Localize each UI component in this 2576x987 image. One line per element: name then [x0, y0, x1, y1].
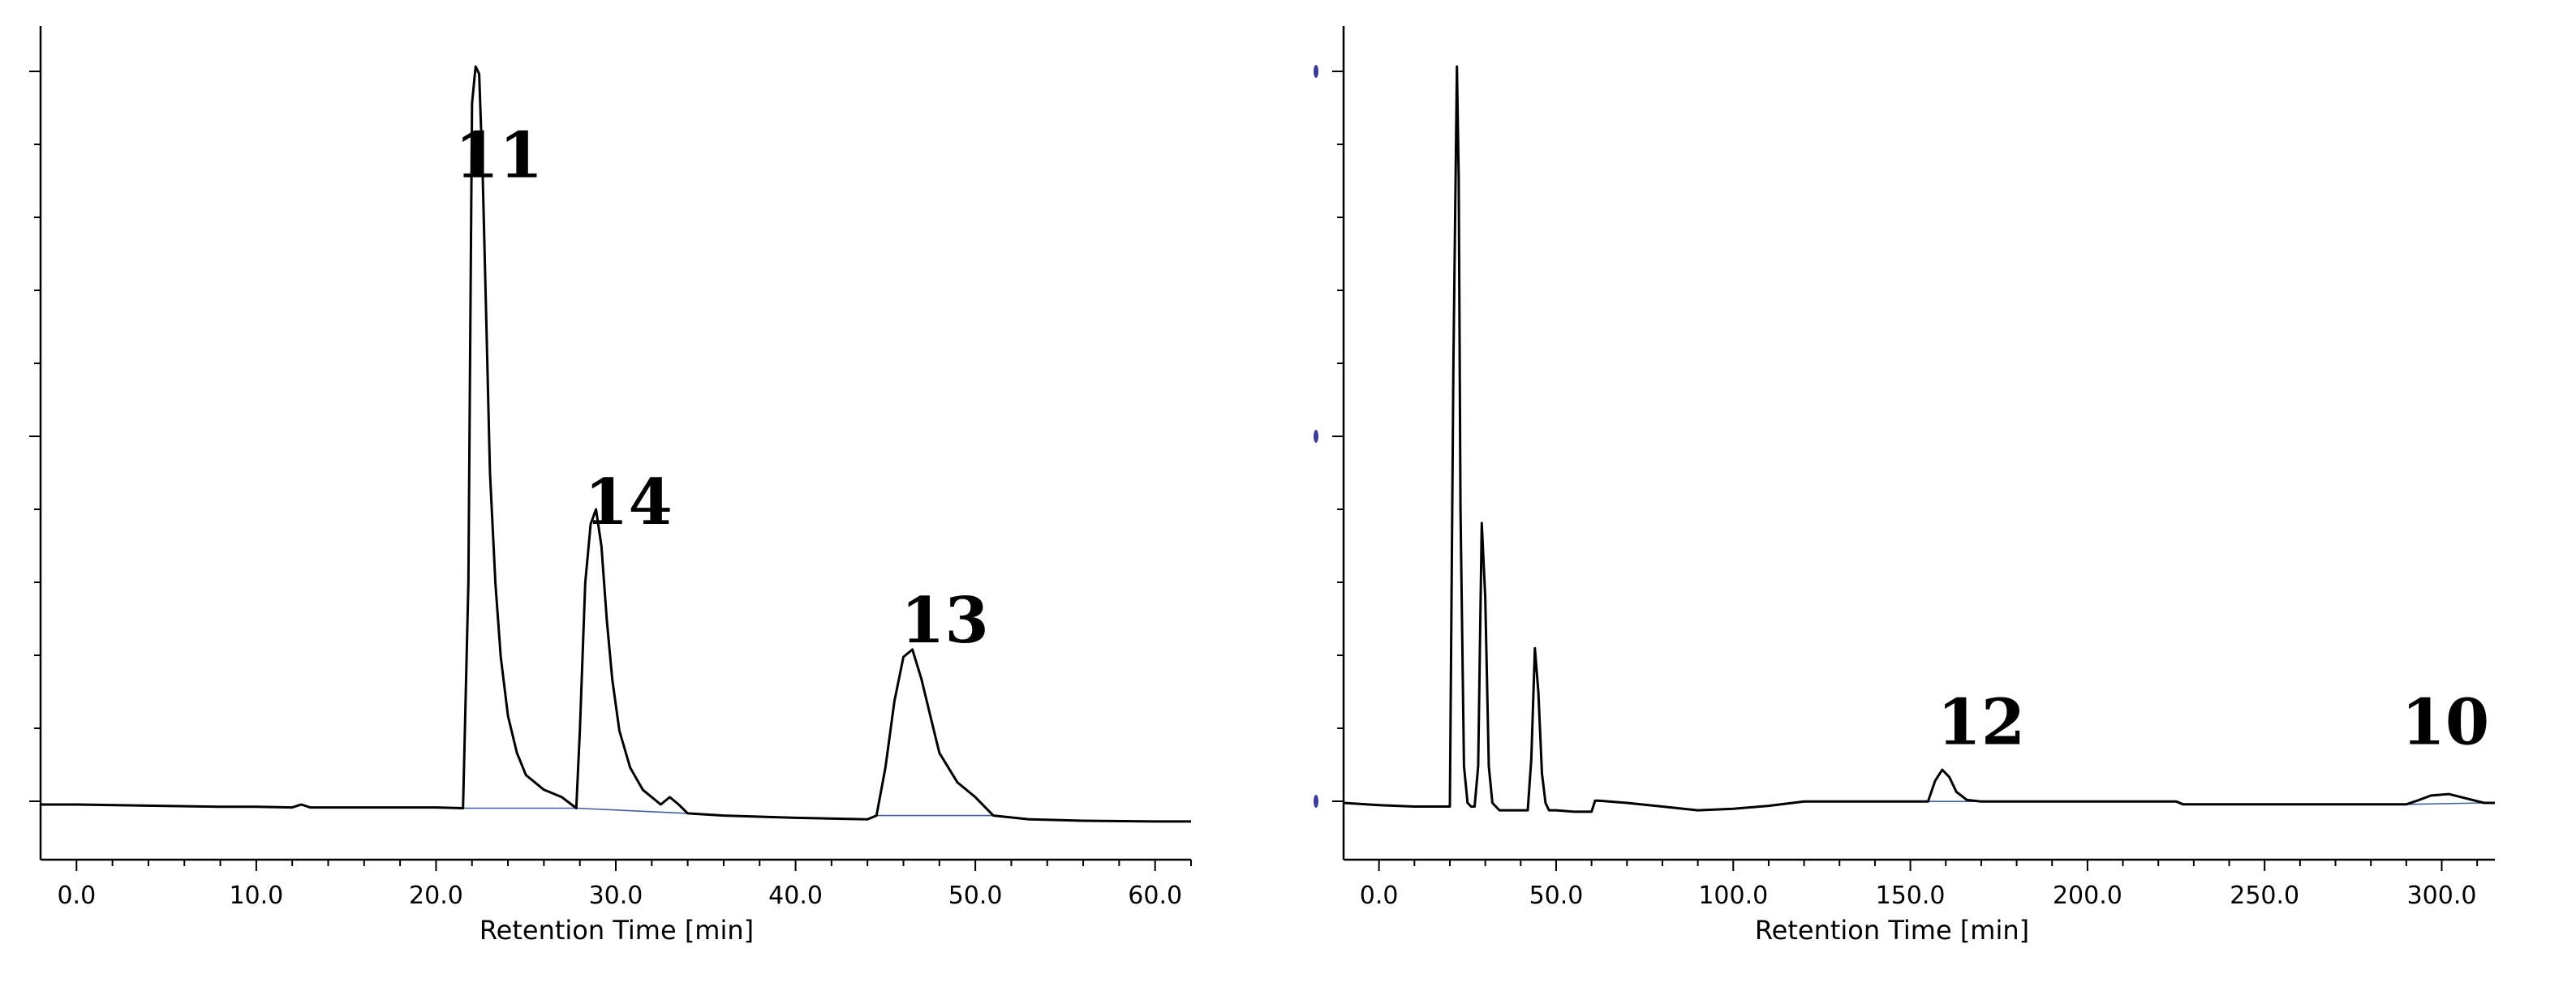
right-y-tick-mark	[1314, 65, 1318, 78]
right-y-tick-mark	[1314, 795, 1318, 808]
right-x-tick-label: 300.0	[2407, 882, 2477, 910]
right-peak-label: 12	[1937, 685, 2026, 759]
right-x-tick-label: 250.0	[2230, 882, 2299, 910]
left-x-tick-label: 50.0	[948, 882, 1003, 910]
right-x-tick-label: 150.0	[1876, 882, 1946, 910]
left-x-tick-label: 20.0	[409, 882, 463, 910]
right-integration-baseline	[2406, 802, 2484, 805]
left-x-tick-label: 60.0	[1128, 882, 1182, 910]
right-x-tick-label: 200.0	[2053, 882, 2122, 910]
right-peak-label: 10	[2402, 685, 2490, 759]
left-x-tick-label: 40.0	[768, 882, 823, 910]
right-x-axis-title: Retention Time [min]	[1755, 915, 2029, 946]
right-x-tick-label: 100.0	[1698, 882, 1768, 910]
left-peak-label: 11	[455, 119, 544, 193]
left-plot-area: 0.0 10.0 20.0 30.0 40.0 50.0 60.0 11 14 13	[29, 26, 1192, 910]
left-x-axis-title: Retention Time [min]	[480, 915, 754, 946]
left-peak-label: 13	[901, 584, 989, 658]
right-chromatogram-trace	[1343, 65, 2495, 813]
left-integration-baseline	[576, 807, 688, 814]
right-chromatogram-panel: 0.0 50.0 100.0 150.0 200.0 250.0 300.0 12 10 Ret…	[1314, 26, 2495, 946]
right-x-tick-label: 50.0	[1529, 882, 1584, 910]
left-x-tick-label: 30.0	[589, 882, 643, 910]
left-chromatogram-trace	[41, 65, 1191, 823]
left-x-tick-label: 0.0	[57, 882, 96, 910]
left-chromatogram-panel: 0.0 10.0 20.0 30.0 40.0 50.0 60.0 11 14 13 Retent…	[29, 26, 1192, 946]
right-y-tick-mark	[1314, 430, 1318, 443]
right-x-tick-label: 0.0	[1360, 882, 1399, 910]
right-plot-area: 0.0 50.0 100.0 150.0 200.0 250.0 300.0 12 10	[1314, 26, 2495, 910]
left-x-tick-label: 10.0	[229, 882, 283, 910]
left-peak-label: 14	[584, 466, 673, 539]
